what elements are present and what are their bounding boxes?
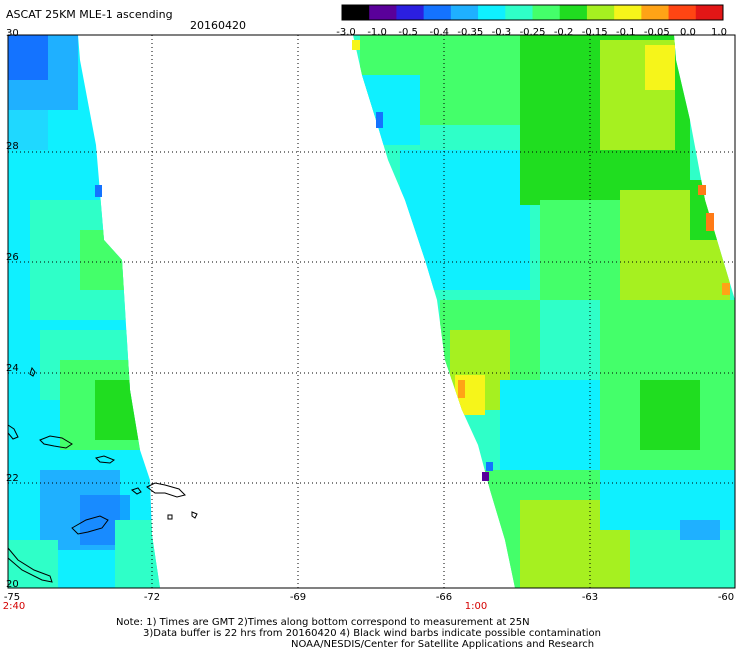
colorbar-swatch xyxy=(505,5,533,20)
coastlines xyxy=(7,366,198,583)
colorbar-swatch xyxy=(695,5,724,20)
y-label-22: 22 xyxy=(6,473,19,484)
map-title: ASCAT 25KM MLE-1 ascending xyxy=(6,8,173,21)
note-line-3: NOAA/NESDIS/Center for Satellite Applica… xyxy=(291,639,595,650)
x-label-66: -66 xyxy=(435,592,453,603)
colorbar-swatch xyxy=(450,5,479,20)
colorbar-label: -0.1 xyxy=(615,27,636,38)
colorbar-swatch xyxy=(342,5,370,20)
note-line-1: Note: 1) Times are GMT 2)Times along bot… xyxy=(116,617,530,628)
y-label-20: 20 xyxy=(6,579,19,590)
x-label-72: -72 xyxy=(143,592,161,603)
map-date: 20160420 xyxy=(190,19,246,32)
time-label-left: 2:40 xyxy=(2,601,26,612)
colorbar-swatch xyxy=(532,5,561,20)
colorbar-label: -0.25 xyxy=(519,27,546,38)
colorbar-label: -0.05 xyxy=(643,27,670,38)
colorbar-swatch xyxy=(369,5,397,20)
colorbar-label: -0.5 xyxy=(398,27,418,38)
colorbar-label: 0.0 xyxy=(679,27,696,38)
y-label-28: 28 xyxy=(6,141,19,152)
colorbar-swatch xyxy=(586,5,615,20)
colorbar-label: -3.0 xyxy=(336,27,356,38)
left-swath xyxy=(8,35,160,588)
x-label-60: -60 xyxy=(717,592,735,603)
colorbar xyxy=(341,4,724,21)
colorbar-swatch xyxy=(478,5,506,20)
colorbar-swatch xyxy=(423,5,452,20)
x-label-69: -69 xyxy=(289,592,307,603)
colorbar-label: -1.0 xyxy=(367,27,387,38)
colorbar-label: -0.2 xyxy=(553,27,574,38)
colorbar-swatch xyxy=(559,5,588,20)
y-label-26: 26 xyxy=(6,252,19,263)
x-label-75: -75 xyxy=(3,592,21,603)
colorbar-label: -0.4 xyxy=(429,27,450,38)
y-label-30: 30 xyxy=(6,28,19,39)
colorbar-label: -0.3 xyxy=(491,27,512,38)
colorbar-swatch xyxy=(641,5,670,20)
right-swath xyxy=(353,35,735,588)
colorbar-swatch xyxy=(614,5,642,20)
colorbar-label: -0.15 xyxy=(581,27,608,38)
x-label-63: -63 xyxy=(581,592,599,603)
y-label-24: 24 xyxy=(6,363,19,374)
colorbar-label: 1.0 xyxy=(711,27,727,38)
colorbar-label: -0.35 xyxy=(457,27,484,38)
colorbar-swatch xyxy=(668,5,697,20)
note-line-2: 3)Data buffer is 22 hrs from 20160420 4)… xyxy=(143,628,601,639)
grid-lines xyxy=(8,35,735,588)
colorbar-swatch xyxy=(396,5,425,20)
time-label-center: 1:00 xyxy=(464,601,488,612)
